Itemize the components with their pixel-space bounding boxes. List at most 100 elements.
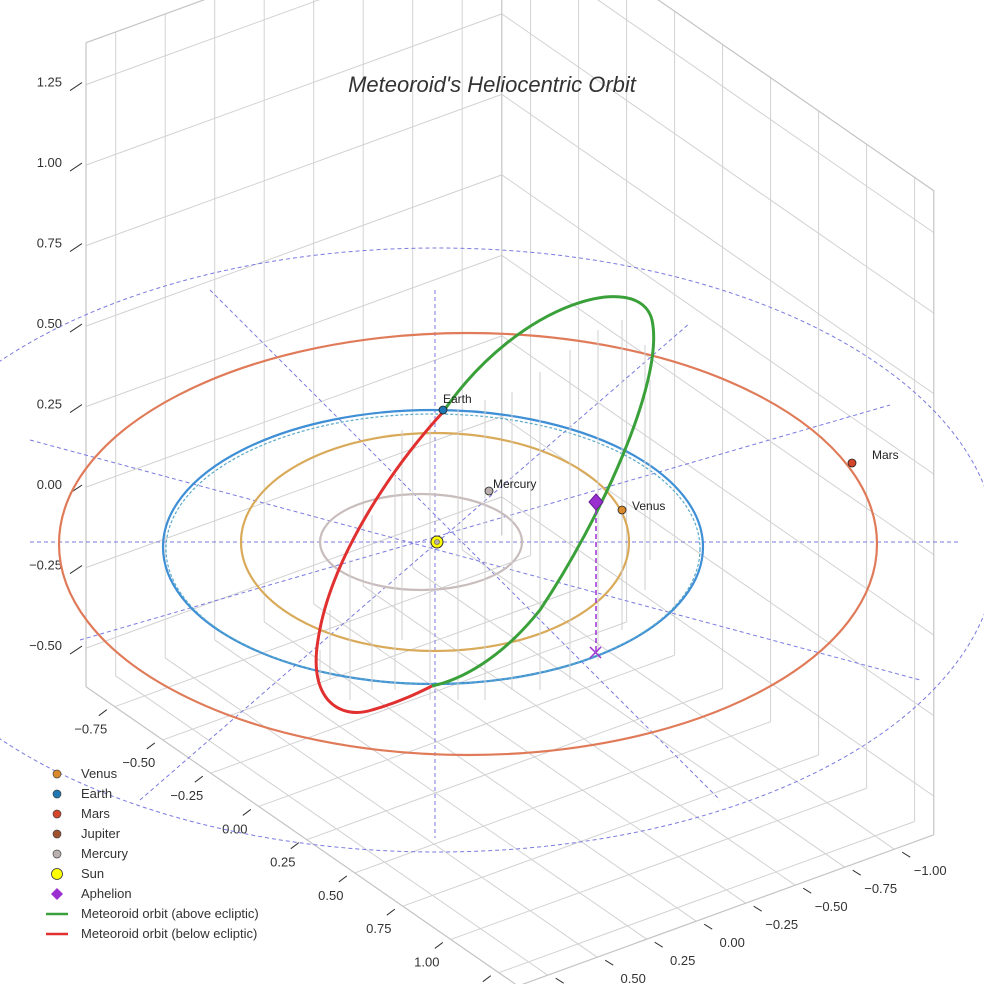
legend-marker — [51, 868, 63, 880]
y-tick-mark — [703, 923, 713, 930]
z-tick-label: −0.50 — [29, 638, 62, 653]
legend-marker — [52, 809, 62, 819]
z-tick-label: 0.75 — [37, 236, 62, 251]
z-tick-label: 1.25 — [37, 75, 62, 90]
wall-y-grid-z — [501, 254, 935, 556]
planet-orbits — [57, 331, 879, 757]
venus-orbit — [239, 431, 631, 653]
x-tick-label: −0.25 — [170, 788, 203, 803]
floor-grid-x — [210, 621, 627, 774]
earth-orbit — [161, 408, 705, 686]
x-tick-label: −0.75 — [74, 722, 107, 737]
z-tick-mark — [69, 565, 83, 575]
wall-y-grid-z — [597, 0, 935, 234]
wall-x-grid-z — [85, 496, 502, 649]
x-tick-mark — [482, 975, 492, 983]
wall-x-grid-z — [85, 415, 502, 569]
y-tick-label: −0.50 — [815, 899, 848, 914]
x-tick-mark — [98, 709, 108, 717]
z-tick-label: 1.00 — [37, 155, 62, 170]
z-tick-mark — [69, 243, 83, 253]
y-tick-mark — [802, 887, 812, 894]
meteoroid-drop-lines — [319, 320, 651, 700]
mars-orbit — [57, 331, 879, 757]
legend-item: Sun — [36, 864, 259, 884]
wall-x-grid-z — [85, 254, 502, 408]
legend-item: Venus — [36, 764, 259, 784]
ecliptic-radial-line — [209, 289, 721, 801]
legend-dot — [52, 769, 62, 779]
legend-item: Earth — [36, 784, 259, 804]
z-tick-mark — [69, 82, 83, 92]
legend-dot — [52, 809, 62, 819]
planet-markers: Mercury Venus Earth Mars — [430, 392, 899, 549]
legend-dot — [52, 849, 62, 859]
mercury-label: Mercury — [493, 477, 536, 491]
legend-label: Jupiter — [81, 826, 121, 841]
axis-tick-labels: −0.75 −0.50 −0.25 0.00 0.25 0.50 0.75 1.00 1.25 −… — [29, 75, 947, 984]
y-tick-mark — [555, 977, 564, 984]
meteoroid-orbit-group — [314, 295, 656, 714]
y-tick-mark — [654, 941, 663, 948]
box-edge — [85, 686, 517, 984]
legend-label: Venus — [81, 766, 118, 781]
chart-title: Meteoroid's Heliocentric Orbit — [348, 72, 636, 97]
box-edge — [85, 0, 206, 44]
venus-marker — [617, 505, 627, 515]
floor-grid-x — [162, 588, 579, 741]
mercury-orbit — [318, 492, 524, 592]
legend-dot — [52, 789, 62, 799]
legend-marker — [52, 829, 62, 839]
box-edge — [657, 0, 935, 192]
legend-label: Mars — [81, 806, 110, 821]
legend-marker — [52, 769, 62, 779]
legend-marker — [52, 849, 62, 859]
jupiter-orbit-group — [0, 247, 984, 853]
legend-marker — [46, 932, 68, 936]
legend-item: Aphelion — [36, 884, 259, 904]
legend-label: Sun — [81, 866, 105, 881]
y-tick-label: −0.25 — [765, 917, 798, 932]
meteoroid-orbit-below — [314, 410, 445, 714]
x-tick-mark — [194, 775, 204, 783]
y-tick-label: 0.50 — [621, 971, 646, 984]
y-tick-mark — [852, 869, 861, 876]
legend-marker — [51, 888, 63, 900]
legend-item: Mercury — [36, 844, 259, 864]
floor-grid-x — [498, 821, 915, 974]
meteoroid-orbit-above — [431, 295, 656, 688]
y-tick-label: −1.00 — [914, 863, 947, 878]
earth-orbit-inner — [165, 413, 701, 685]
floor-grid-x — [258, 654, 675, 807]
x-tick-mark — [434, 942, 444, 949]
y-tick-mark — [753, 905, 762, 912]
z-tick-mark — [69, 162, 83, 172]
x-tick-label: −0.50 — [122, 755, 155, 770]
z-tick-mark — [69, 645, 83, 655]
y-tick-label: −0.75 — [864, 881, 897, 896]
ecliptic-radial-line — [139, 322, 691, 801]
floor-grid-x — [402, 754, 819, 907]
x-tick-label: 1.00 — [414, 954, 439, 969]
floor-grid-y — [461, 549, 895, 850]
wall-y-grid-z — [501, 93, 935, 395]
z-tick-mark — [69, 323, 83, 333]
z-tick-label: −0.25 — [29, 558, 62, 573]
sun-inner-marker — [434, 539, 440, 545]
mars-label: Mars — [872, 448, 899, 462]
x-tick-mark — [146, 742, 156, 750]
floor-grid-x — [354, 721, 771, 874]
x-tick-label: 0.25 — [270, 855, 295, 870]
venus-label: Venus — [632, 499, 665, 513]
floor-grid-y — [164, 657, 598, 958]
floor-grid-y — [214, 639, 647, 940]
legend-item: Meteoroid orbit (below ecliptic) — [36, 924, 259, 944]
earth-label: Earth — [443, 392, 472, 406]
legend-label: Meteoroid orbit (below ecliptic) — [81, 926, 258, 941]
legend-dot — [52, 829, 62, 839]
legend-label: Earth — [81, 786, 113, 801]
earth-marker — [438, 405, 448, 415]
x-tick-label: 0.75 — [366, 921, 391, 936]
legend-sun — [51, 868, 63, 880]
